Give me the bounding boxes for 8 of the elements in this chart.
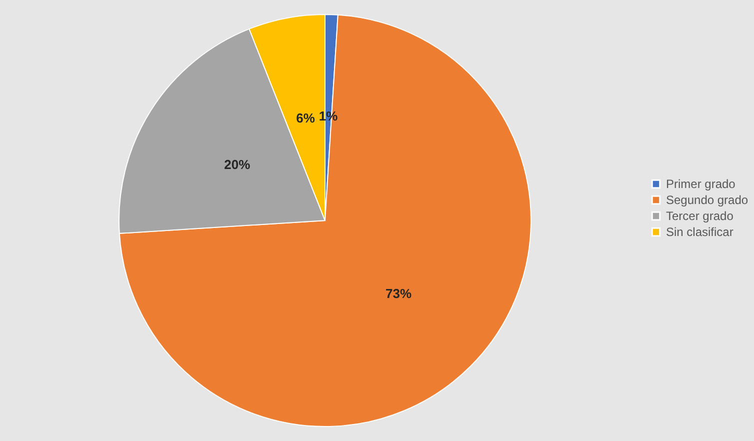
legend-label: Tercer grado [666,209,734,223]
pie-slice [118,14,532,427]
data-label: 73% [386,286,412,302]
data-label: 6% [296,110,316,126]
legend-label: Sin clasificar [666,225,734,239]
data-label: 20% [224,156,251,172]
legend-label: Segundo grado [666,193,748,207]
legend-label: Primer grado [666,177,736,191]
